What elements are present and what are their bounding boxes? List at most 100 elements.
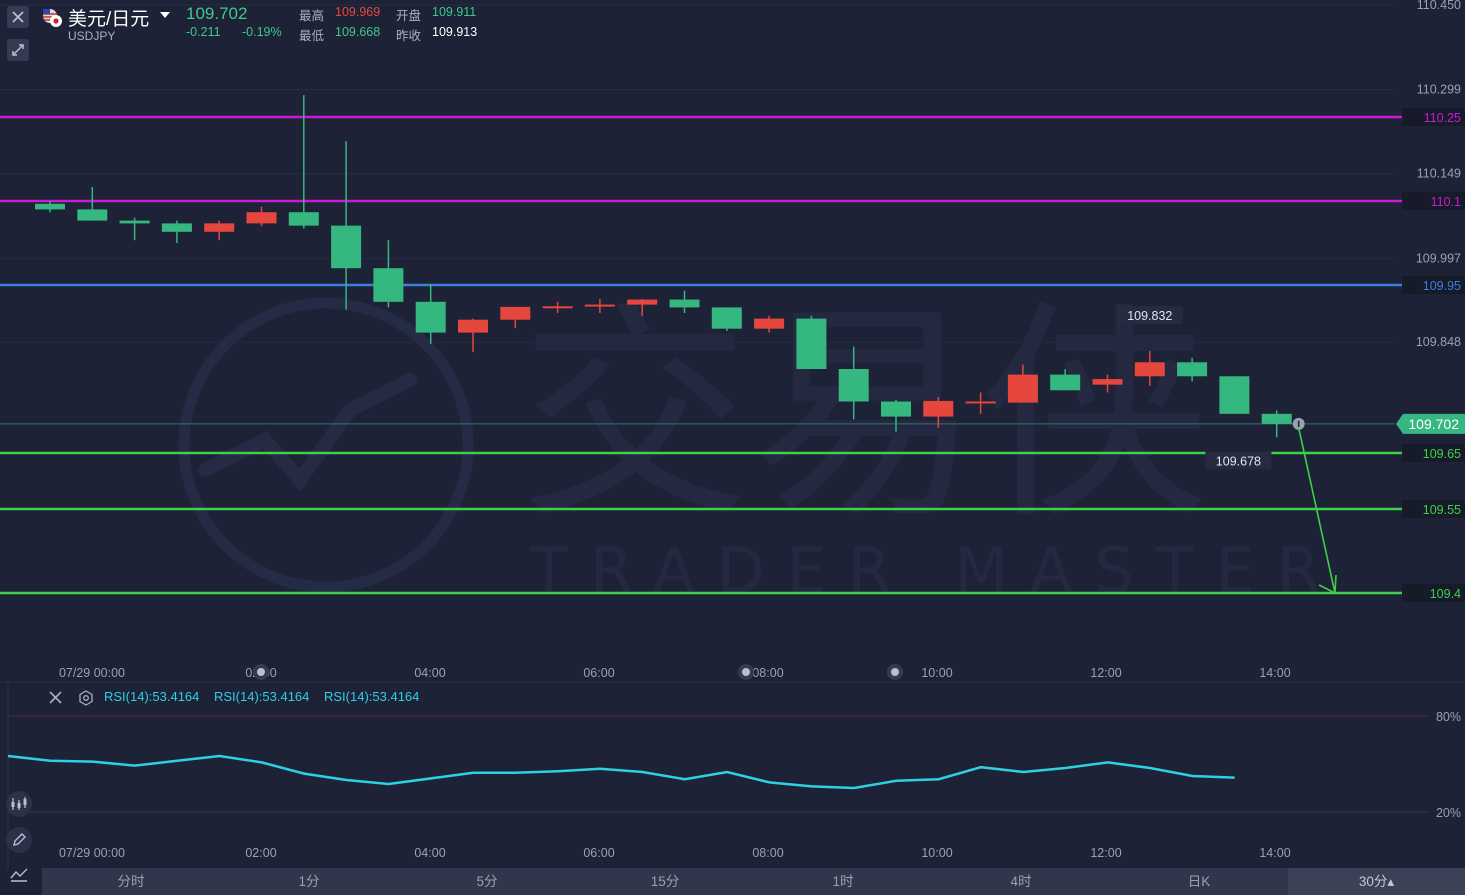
tab-timeframe-tick[interactable]: 分时	[117, 874, 145, 889]
draw-button[interactable]	[6, 827, 32, 853]
line-label: 109.55	[1423, 503, 1461, 517]
y-tick-label: 109.848	[1416, 335, 1461, 349]
rsi-close-icon[interactable]	[48, 690, 64, 706]
symbol-name[interactable]: 美元/日元	[68, 9, 150, 30]
candle-body	[1261, 413, 1292, 424]
candle	[1007, 364, 1038, 403]
candle	[35, 201, 65, 213]
rsi-x-tick-label: 14:00	[1259, 846, 1290, 860]
candle	[754, 315, 785, 333]
tab-timeframe-1m[interactable]: 1分	[298, 874, 320, 889]
current-price-tag	[1396, 413, 1465, 434]
rsi-x-tick-label: 06:00	[583, 846, 614, 860]
candle-body	[119, 220, 150, 224]
x-tick-label: 07/29 00:00	[59, 666, 125, 680]
collapse-button[interactable]	[7, 39, 29, 61]
candle	[838, 346, 869, 420]
candle-body	[415, 301, 446, 333]
line-chart-icon	[10, 868, 28, 882]
symbol-code: USDJPY	[68, 29, 116, 43]
candle	[204, 220, 235, 241]
candle	[1092, 374, 1123, 393]
candle	[1050, 369, 1081, 391]
x-axis: 07/29 00:0002:0004:0006:0008:0010:0012:0…	[59, 664, 1291, 680]
timeframe-bar: 分时 1分 5分 15分 1时 4时 日K 30分▴	[42, 868, 1465, 895]
candle-body	[965, 401, 996, 404]
candle	[669, 290, 700, 313]
price-change-pct: -0.19%	[242, 25, 282, 39]
low-label: 最低	[299, 29, 325, 43]
dropdown-caret-icon[interactable]	[160, 12, 170, 19]
candle-body	[542, 306, 573, 309]
candle	[796, 315, 827, 369]
settings-icon[interactable]	[78, 690, 94, 706]
candles[interactable]	[35, 95, 1292, 438]
projection-arrowhead	[1318, 574, 1337, 595]
candle-body	[669, 299, 700, 308]
x-tick-label: 06:00	[583, 666, 614, 680]
y-tick-label: 109.997	[1416, 252, 1461, 266]
rsi-pane: 80% 20% 07/29 00:00 02:00 04:00 06:00 08:00 10:…	[0, 681, 1465, 868]
candle-body	[627, 299, 658, 305]
x-tick-label: 08:00	[752, 666, 783, 680]
prev-close-value: 109.913	[432, 25, 478, 39]
line-label-bg	[1402, 584, 1465, 602]
tab-timeframe-30m[interactable]: 30分▴	[1288, 868, 1465, 895]
candle-body	[1219, 376, 1250, 414]
candle-body	[77, 209, 108, 221]
annotations: 109.702 109.832 109.678	[1116, 306, 1465, 595]
open-label: 开盘	[396, 9, 422, 23]
line-label-bg	[1402, 500, 1465, 518]
line-label: 109.95	[1423, 279, 1461, 293]
indicators-button[interactable]	[6, 791, 32, 817]
candle-body	[288, 212, 319, 226]
tab-timeframe-5m[interactable]: 5分	[476, 874, 498, 889]
annotation-bg	[1116, 306, 1183, 325]
chart-canvas[interactable]: 交易侠 TRADER MASTER 110.450110.299110.1491…	[0, 0, 1465, 868]
line-label-bg	[1402, 444, 1465, 462]
candle	[923, 397, 954, 428]
tab-timeframe-1h[interactable]: 1时	[832, 874, 854, 889]
line-label: 110.1	[1431, 195, 1461, 209]
marker-dot	[742, 668, 750, 676]
candle-body	[1092, 379, 1123, 385]
horizontal-lines[interactable]: 110.25 110.1 109.95 109.65 109.55 109.4	[0, 108, 1465, 602]
current-price-label: 109.702	[1408, 416, 1459, 432]
candle-body	[204, 223, 235, 232]
rsi-legend-3: RSI(14):53.4164	[324, 689, 420, 704]
close-button[interactable]	[7, 6, 29, 28]
tab-timeframe-daily[interactable]: 日K	[1187, 874, 1211, 889]
candle	[77, 187, 108, 221]
candle	[373, 240, 404, 308]
candle-body	[1050, 374, 1081, 391]
rsi-x-tick-label: 08:00	[752, 846, 783, 860]
candle	[1134, 351, 1165, 386]
candle-body	[838, 369, 869, 402]
candle	[711, 307, 742, 331]
rsi-legend-1: RSI(14):53.4164	[104, 689, 200, 704]
y-tick-label: 110.450	[1417, 0, 1461, 12]
low-value: 109.668	[335, 25, 381, 39]
candle	[331, 141, 362, 310]
marker-dot	[257, 668, 265, 676]
line-label: 109.65	[1423, 447, 1461, 461]
candle-body	[500, 306, 531, 320]
y-tick-label: 110.299	[1417, 83, 1461, 97]
collapse-arrows-icon	[12, 44, 24, 56]
line-label-bg	[1402, 192, 1465, 210]
watermark: 交易侠 TRADER MASTER	[178, 283, 1342, 607]
watermark-en: TRADER MASTER	[529, 534, 1342, 607]
candle-body	[1134, 362, 1165, 377]
candle-body	[1007, 374, 1038, 403]
projection-arrow	[1297, 427, 1336, 594]
candle-body	[584, 304, 615, 307]
line-chart-button[interactable]	[6, 861, 32, 887]
line-label-bg	[1402, 276, 1465, 294]
tab-timeframe-15m[interactable]: 15分	[650, 874, 680, 889]
tab-timeframe-4h[interactable]: 4时	[1010, 874, 1032, 889]
price-change: -0.211	[186, 25, 221, 39]
us-flag-icon	[43, 9, 62, 27]
prev-close-label: 昨收	[396, 29, 422, 43]
annotation-bg	[1205, 451, 1272, 470]
rsi-legend-2: RSI(14):53.4164	[214, 689, 310, 704]
